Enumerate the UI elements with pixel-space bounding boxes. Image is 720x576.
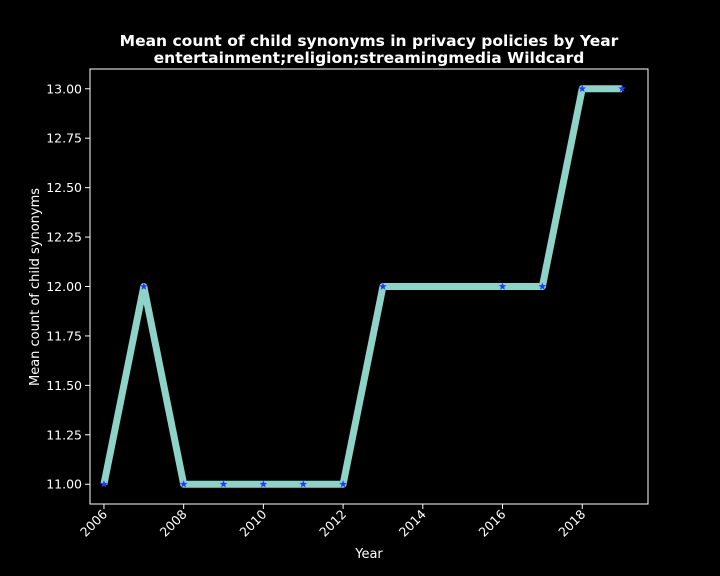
y-tick-label: 12.50 (46, 180, 82, 195)
y-tick-label: 11.00 (46, 477, 82, 492)
data-point-star (259, 480, 268, 488)
data-point-star (179, 480, 188, 488)
x-axis-label: Year (354, 547, 383, 562)
y-axis-label: Mean count of child synonyms (28, 188, 43, 386)
y-tick-label: 12.25 (46, 230, 82, 245)
data-point-star (578, 84, 587, 93)
data-point-star (618, 84, 626, 93)
y-tick-label: 12.75 (46, 131, 82, 146)
y-tick-label: 13.00 (46, 81, 82, 96)
data-point-star (339, 480, 347, 488)
chart-title: Mean count of child synonyms in privacy … (120, 32, 619, 50)
data-point-star (299, 480, 308, 488)
data-point-star (379, 282, 387, 290)
series-line (100, 85, 623, 488)
data-point-star (538, 282, 547, 290)
y-tick-label: 11.75 (46, 328, 82, 343)
data-point-star (100, 480, 108, 488)
y-tick-label: 12.00 (46, 279, 82, 294)
y-tick-label: 11.50 (46, 378, 82, 393)
y-tick-label: 11.25 (46, 427, 82, 442)
data-point-star (498, 282, 507, 290)
chart-subtitle: entertainment;religion;streamingmedia Wi… (154, 49, 585, 67)
data-point-star (140, 282, 148, 290)
series-layer (100, 84, 626, 488)
y-axis-ticks: 11.00 11.25 11.50 11.75 12.00 12.25 12.50 12.75… (46, 81, 90, 492)
data-point-star (219, 480, 228, 488)
